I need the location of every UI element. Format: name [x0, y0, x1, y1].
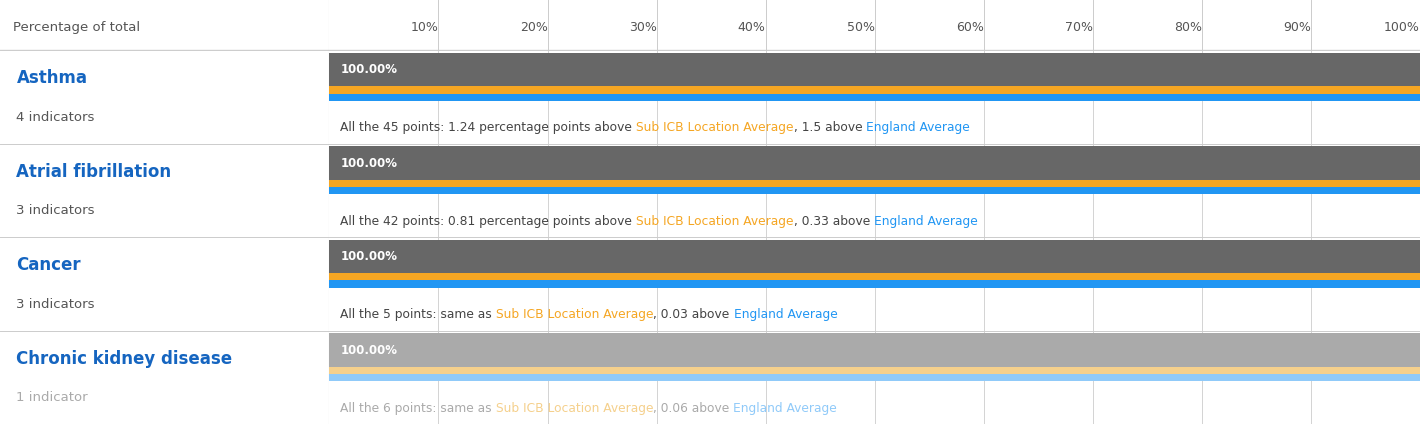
Text: 20%: 20% — [520, 20, 548, 33]
Text: 80%: 80% — [1174, 20, 1201, 33]
Text: Sub ICB Location Average: Sub ICB Location Average — [636, 121, 794, 134]
Bar — [329, 374, 1420, 381]
Bar — [329, 333, 1420, 367]
Text: All the 42 points: 0.81 percentage points above: All the 42 points: 0.81 percentage point… — [341, 215, 636, 228]
Text: 3 indicators: 3 indicators — [17, 204, 95, 218]
Text: Sub ICB Location Average: Sub ICB Location Average — [496, 308, 653, 321]
Text: All the 5 points: same as: All the 5 points: same as — [341, 308, 496, 321]
Text: 1 indicator: 1 indicator — [17, 391, 88, 404]
Bar — [329, 273, 1420, 281]
Text: 10%: 10% — [410, 20, 439, 33]
Text: Sub ICB Location Average: Sub ICB Location Average — [636, 215, 794, 228]
Text: All the 45 points: 1.24 percentage points above: All the 45 points: 1.24 percentage point… — [341, 121, 636, 134]
Bar — [329, 180, 1420, 187]
Text: 90%: 90% — [1284, 20, 1311, 33]
Bar — [329, 367, 1420, 374]
Bar — [329, 187, 1420, 194]
Text: 100.00%: 100.00% — [341, 250, 398, 263]
Text: 100%: 100% — [1384, 20, 1420, 33]
Text: , 0.06 above: , 0.06 above — [653, 402, 734, 415]
Text: All the 6 points: same as: All the 6 points: same as — [341, 402, 496, 415]
Text: 30%: 30% — [629, 20, 656, 33]
Text: , 0.03 above: , 0.03 above — [653, 308, 734, 321]
Text: 4 indicators: 4 indicators — [17, 111, 95, 124]
Text: England Average: England Average — [734, 402, 838, 415]
Bar — [329, 146, 1420, 180]
Bar — [329, 281, 1420, 287]
Text: England Average: England Average — [866, 121, 970, 134]
Bar — [329, 53, 1420, 86]
Text: 60%: 60% — [956, 20, 984, 33]
Text: 100.00%: 100.00% — [341, 63, 398, 76]
Text: England Average: England Average — [873, 215, 977, 228]
Text: 100.00%: 100.00% — [341, 156, 398, 170]
Text: Chronic kidney disease: Chronic kidney disease — [17, 349, 233, 368]
Text: 100.00%: 100.00% — [341, 343, 398, 357]
Text: 40%: 40% — [738, 20, 765, 33]
Text: 50%: 50% — [846, 20, 875, 33]
Text: England Average: England Average — [734, 308, 838, 321]
Text: Percentage of total: Percentage of total — [13, 20, 141, 33]
Bar — [329, 240, 1420, 273]
Text: Atrial fibrillation: Atrial fibrillation — [17, 162, 172, 181]
Text: Asthma: Asthma — [17, 69, 88, 87]
Text: Sub ICB Location Average: Sub ICB Location Average — [496, 402, 653, 415]
Text: , 0.33 above: , 0.33 above — [794, 215, 873, 228]
Bar — [329, 94, 1420, 100]
Text: Cancer: Cancer — [17, 256, 81, 274]
Bar — [329, 86, 1420, 94]
Text: 3 indicators: 3 indicators — [17, 298, 95, 311]
Text: , 1.5 above: , 1.5 above — [794, 121, 866, 134]
Text: 70%: 70% — [1065, 20, 1093, 33]
